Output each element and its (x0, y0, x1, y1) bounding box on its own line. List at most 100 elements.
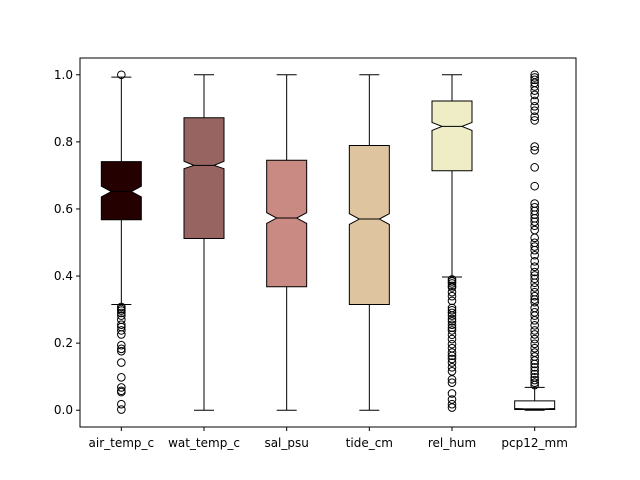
outlier-point (447, 323, 457, 333)
outlier-point (530, 380, 539, 390)
outlier-point (447, 291, 457, 301)
outlier-point (447, 378, 457, 388)
outlier-point (530, 96, 539, 106)
y-tick-label: 0.2 (54, 336, 73, 350)
box-pcp12_mm (514, 400, 556, 411)
outlier-point (447, 326, 457, 335)
x-tick-label: tide_cm (346, 436, 393, 450)
outlier-point (117, 383, 126, 392)
outlier-point (530, 321, 539, 330)
box-group-sal_psu (266, 74, 308, 411)
outlier-point (530, 278, 539, 288)
x-tick-label: pcp12_mm (501, 436, 567, 450)
outlier-point (117, 311, 126, 320)
outlier-point (530, 217, 539, 226)
outlier-point (530, 339, 539, 349)
outlier-point (447, 334, 457, 344)
box-air_temp_c (100, 161, 142, 221)
outlier-point (530, 274, 539, 284)
x-tick-label: wat_temp_c (168, 436, 240, 450)
outlier-point (447, 375, 457, 384)
outlier-point (530, 267, 539, 277)
y-tick-label: 0.8 (54, 135, 73, 149)
outlier-point (530, 359, 539, 369)
outlier-point (117, 340, 126, 350)
outlier-point (447, 305, 457, 315)
box-group-rel_hum (431, 74, 473, 412)
outlier-point (530, 106, 539, 115)
outlier-point (447, 330, 457, 340)
outlier-point (530, 142, 539, 151)
x-tick-label: rel_hum (428, 436, 476, 450)
outlier-point (530, 221, 539, 231)
outlier-point (117, 358, 126, 367)
outlier-point (117, 373, 126, 382)
outlier-point (530, 181, 539, 191)
outlier-point (530, 90, 539, 100)
outlier-point (530, 73, 539, 82)
outlier-point (117, 326, 126, 335)
outlier-point (530, 245, 539, 255)
outlier-point (530, 311, 539, 320)
outlier-point (530, 102, 539, 111)
outlier-point (447, 283, 457, 292)
y-tick-label: 0.0 (54, 403, 73, 417)
y-tick-label: 1.0 (54, 68, 73, 82)
outlier-point (117, 405, 126, 414)
outlier-point (530, 112, 539, 121)
outlier-point (530, 295, 539, 304)
outlier-point (530, 210, 539, 219)
outlier-point (447, 296, 457, 306)
box-group-wat_temp_c (183, 74, 225, 411)
outlier-point (530, 356, 539, 365)
outlier-point (117, 306, 126, 315)
outlier-point (530, 145, 539, 155)
y-tick-label: 0.4 (54, 269, 73, 283)
plot-area (100, 70, 556, 414)
outlier-point (530, 366, 539, 375)
outlier-point (530, 297, 539, 307)
outlier-point (530, 378, 539, 388)
outlier-point (117, 70, 126, 80)
outlier-point (117, 320, 126, 329)
outlier-point (530, 283, 539, 292)
outlier-point (447, 389, 457, 398)
outlier-point (447, 287, 457, 297)
box-tide_cm (348, 145, 390, 306)
outlier-point (447, 308, 457, 318)
x-tick-label: sal_psu (264, 436, 308, 450)
outlier-point (530, 86, 539, 95)
outlier-point (117, 308, 126, 318)
y-tick-label: 0.6 (54, 202, 73, 216)
box-sal_psu (266, 159, 308, 288)
outlier-point (447, 320, 457, 329)
outlier-point (117, 399, 126, 409)
outlier-point (530, 343, 539, 353)
outlier-point (447, 279, 457, 288)
outlier-point (447, 339, 457, 349)
outlier-point (447, 351, 457, 361)
outlier-point (447, 314, 457, 324)
outlier-point (117, 346, 126, 356)
outlier-point (530, 369, 539, 379)
box-group-pcp12_mm (514, 70, 556, 411)
outlier-point (530, 256, 539, 266)
outlier-point (447, 311, 457, 320)
outlier-point (530, 163, 539, 172)
outlier-point (530, 75, 539, 85)
box-group-tide_cm (348, 74, 390, 411)
outlier-point (530, 316, 539, 325)
outlier-point (530, 233, 539, 243)
outlier-point (447, 362, 457, 372)
outlier-point (530, 326, 539, 335)
outlier-point (530, 362, 539, 372)
outlier-point (530, 291, 539, 301)
outlier-point (447, 348, 457, 357)
outlier-point (530, 330, 539, 339)
outlier-point (530, 250, 539, 260)
outlier-point (530, 82, 539, 91)
outlier-point (117, 344, 126, 354)
x-tick-label: air_temp_c (89, 436, 155, 450)
outlier-point (447, 354, 457, 364)
